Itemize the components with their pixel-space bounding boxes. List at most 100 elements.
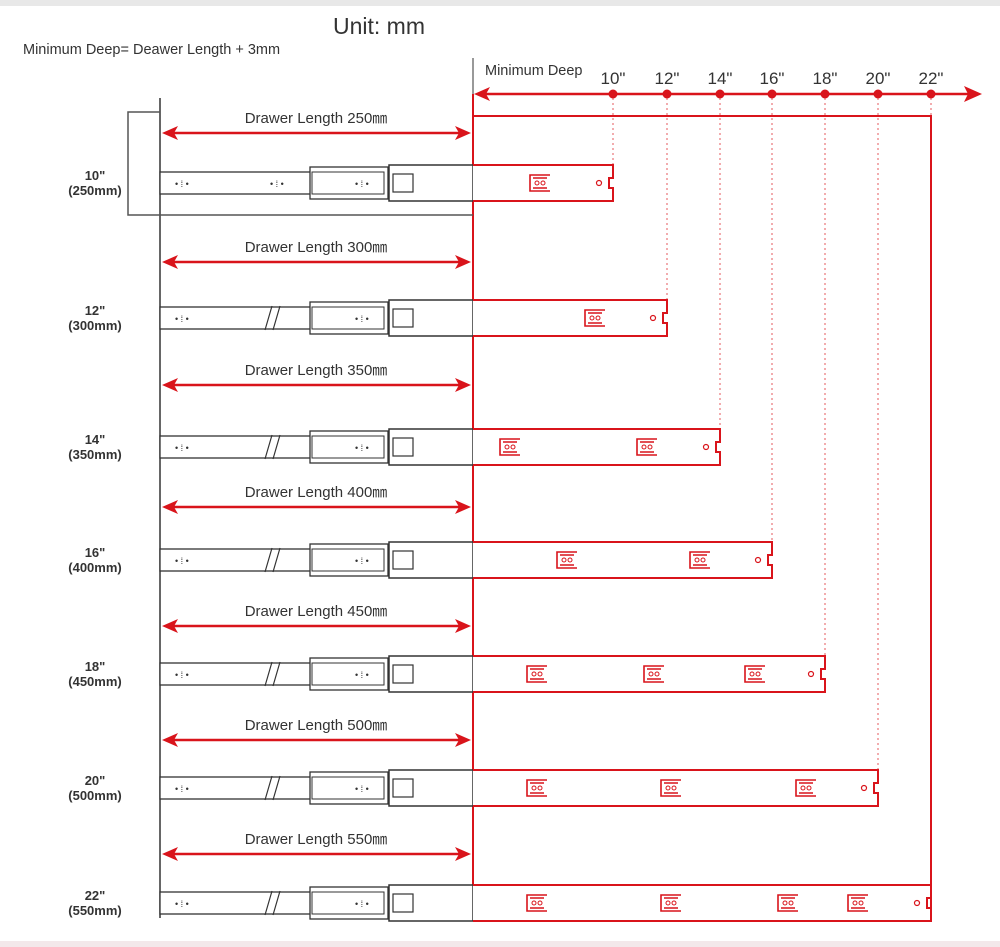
break-mark — [264, 434, 281, 460]
bracket-hole — [641, 444, 647, 450]
bracket-hole — [540, 180, 546, 186]
slide-row-450mm: 18"(450mm) Drawer Length 450㎜ • ⁞ • • ⁞ • — [68, 603, 826, 693]
slide-row-350mm: 14"(350mm) Drawer Length 350㎜ • ⁞ • • ⁞ • — [68, 362, 721, 466]
arrow-head-right-icon — [455, 255, 471, 269]
bracket-icon — [744, 665, 765, 683]
inner-member — [388, 655, 474, 693]
row-size-mm: (400mm) — [68, 560, 121, 575]
break-mark — [264, 661, 281, 687]
scale-tick-label: 14" — [708, 69, 733, 88]
inner-member — [388, 541, 474, 579]
bracket-icon — [526, 894, 547, 912]
bracket-hole — [561, 557, 567, 563]
mounting-holes: • ⁞ • — [175, 443, 189, 453]
bracket-hole — [595, 315, 601, 321]
formula-text: Minimum Deep= Deawer Length + 3mm — [23, 42, 280, 58]
bracket-hole — [567, 557, 573, 563]
bracket-icon — [556, 551, 577, 569]
row-size-inches: 18" — [85, 659, 106, 674]
arrow-head-left-icon — [162, 500, 178, 514]
unit-title: Unit: mm — [333, 13, 425, 39]
slide-row-500mm: 20"(500mm) Drawer Length 500㎜ • ⁞ • • ⁞ • — [68, 717, 879, 807]
arrow-head-left-icon — [162, 847, 178, 861]
arrow-head-left-icon — [162, 733, 178, 747]
arrow-head-left-icon — [162, 255, 178, 269]
bracket-hole — [671, 900, 677, 906]
break-mark — [264, 305, 281, 331]
release-lever-icon — [392, 664, 414, 684]
arrow-head-right-icon — [455, 500, 471, 514]
slide-row-550mm: 22"(550mm) Drawer Length 550㎜ • ⁞ • • ⁞ • — [68, 831, 932, 922]
mounting-holes: • ⁞ • — [270, 179, 284, 189]
mounting-holes: • ⁞ • — [355, 784, 369, 794]
middle-rail-inner — [311, 306, 385, 330]
end-hole — [913, 899, 921, 907]
bracket-hole — [749, 671, 755, 677]
scale-tick-label: 12" — [655, 69, 680, 88]
release-lever-icon — [392, 437, 414, 457]
bracket-icon — [777, 894, 798, 912]
row-size-mm: (300mm) — [68, 318, 121, 333]
bracket-hole — [858, 900, 864, 906]
bracket-icon — [526, 665, 547, 683]
bottom-frame-strip — [0, 941, 1000, 947]
drawer-length-label: Drawer Length 500㎜ — [245, 717, 388, 734]
row-size-inches: 12" — [85, 303, 106, 318]
bracket-hole — [665, 900, 671, 906]
mounting-holes: • ⁞ • — [355, 314, 369, 324]
arrow-head-right-icon — [455, 619, 471, 633]
bracket-hole — [589, 315, 595, 321]
break-mark — [264, 775, 281, 801]
scale-tick-dot — [926, 89, 936, 99]
scale-arrow-left-icon — [474, 87, 490, 101]
bracket-hole — [537, 785, 543, 791]
release-lever-icon — [392, 893, 414, 913]
scale-tick-label: 20" — [866, 69, 891, 88]
release-lever-icon — [392, 550, 414, 570]
scale-tick-label: 16" — [760, 69, 785, 88]
row-size-mm: (250mm) — [68, 183, 121, 198]
bracket-icon — [584, 309, 605, 327]
arrow-head-right-icon — [455, 847, 471, 861]
end-hole — [860, 784, 868, 792]
mounting-holes: • ⁞ • — [175, 784, 189, 794]
drawer-side-outline — [127, 111, 473, 216]
bracket-hole — [694, 557, 700, 563]
bracket-icon — [643, 665, 664, 683]
row-size-inches: 22" — [85, 888, 106, 903]
bracket-hole — [800, 785, 806, 791]
mounting-holes: • ⁞ • — [175, 314, 189, 324]
inner-member — [388, 164, 474, 202]
release-lever-icon — [392, 173, 414, 193]
row-size-mm: (550mm) — [68, 903, 121, 918]
drawer-length-label: Drawer Length 250㎜ — [245, 110, 388, 127]
drawer-member-extension — [473, 164, 614, 202]
bracket-hole — [647, 444, 653, 450]
arrow-head-left-icon — [162, 378, 178, 392]
scale-tick-label: 18" — [813, 69, 838, 88]
mounting-holes: • ⁞ • — [355, 670, 369, 680]
mounting-holes: • ⁞ • — [355, 179, 369, 189]
bracket-hole — [654, 671, 660, 677]
scale-tick-dot — [873, 89, 883, 99]
scale-tick-label: 22" — [919, 69, 944, 88]
bracket-hole — [510, 444, 516, 450]
bracket-hole — [852, 900, 858, 906]
end-hole — [754, 556, 762, 564]
bracket-hole — [534, 180, 540, 186]
inner-member — [388, 299, 474, 337]
row-size-inches: 20" — [85, 773, 106, 788]
slide-row-300mm: 12"(300mm) Drawer Length 300㎜ • ⁞ • • ⁞ • — [68, 239, 668, 337]
row-size-mm: (450mm) — [68, 674, 121, 689]
bracket-hole — [755, 671, 761, 677]
drawer-member-extension — [473, 428, 721, 466]
bracket-hole — [700, 557, 706, 563]
scale-label: Minimum Deep — [485, 63, 583, 79]
middle-rail-inner — [311, 171, 385, 195]
drawer-length-label: Drawer Length 300㎜ — [245, 239, 388, 256]
bracket-hole — [504, 444, 510, 450]
mounting-holes: • ⁞ • — [355, 443, 369, 453]
top-frame-strip — [0, 0, 1000, 6]
arrow-head-right-icon — [455, 126, 471, 140]
